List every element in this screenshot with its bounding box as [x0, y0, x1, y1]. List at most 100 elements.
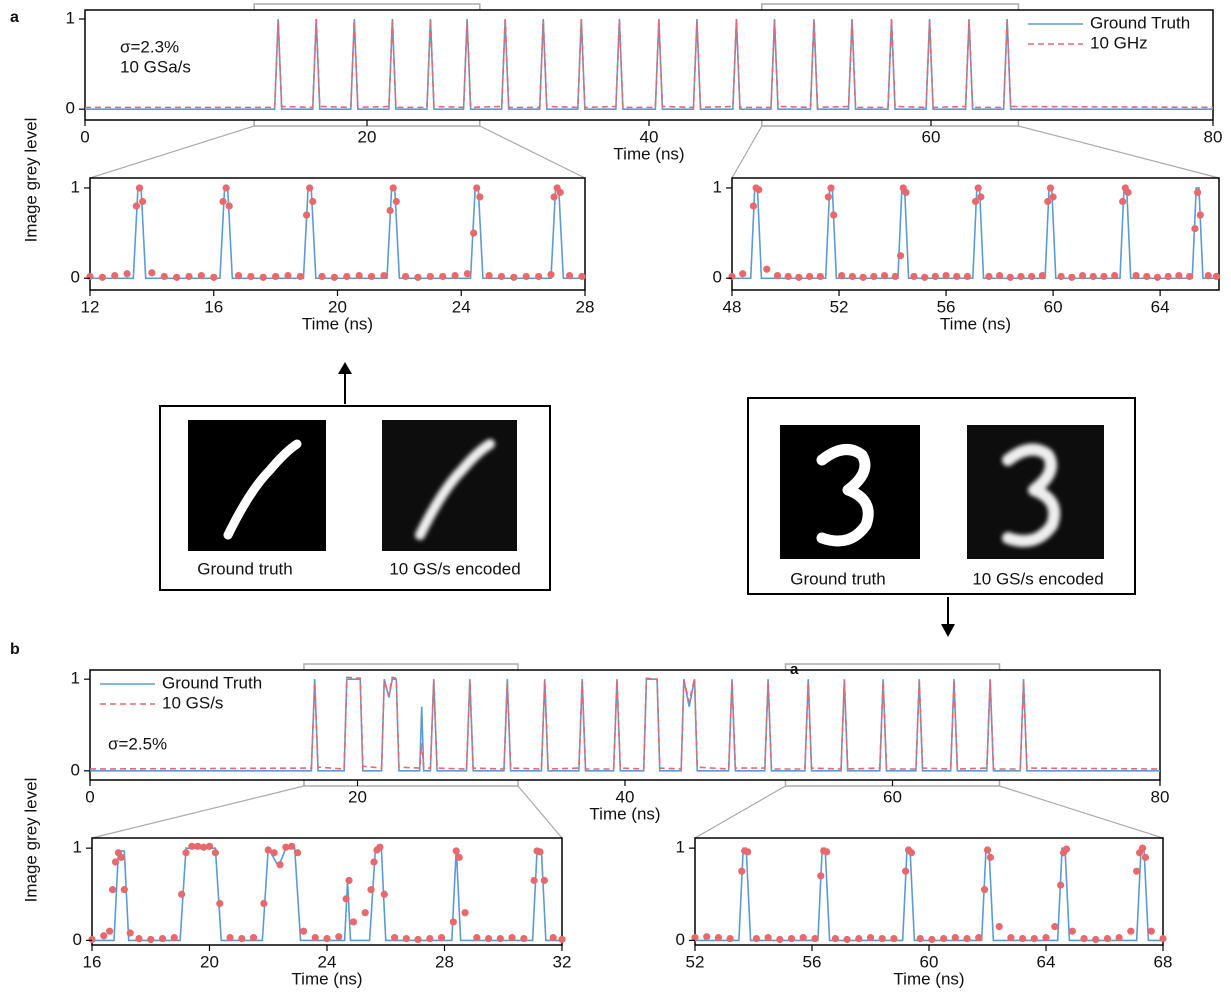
data-point	[88, 936, 95, 943]
x-tick-label: 20	[200, 952, 219, 971]
data-point	[210, 274, 217, 281]
data-point	[823, 848, 830, 855]
data-point	[1111, 272, 1118, 279]
data-point	[844, 936, 851, 943]
data-point	[124, 270, 131, 277]
x-tick-label: 68	[1154, 952, 1173, 971]
data-point	[942, 272, 949, 279]
figure: a b Ground truth 10 GS/s encoded Ground …	[0, 0, 1231, 1006]
x-tick-label: 52	[686, 952, 705, 971]
data-point	[785, 273, 792, 280]
data-point	[284, 272, 291, 279]
data-point	[964, 273, 971, 280]
data-point	[370, 858, 377, 865]
y-axis-label: Image grey level	[21, 118, 40, 243]
data-point	[1017, 273, 1024, 280]
panel-label: a	[10, 9, 19, 26]
data-point	[1007, 274, 1014, 281]
data-point	[738, 868, 745, 875]
caption: Ground truth	[197, 559, 292, 578]
data-point	[368, 273, 375, 280]
data-point	[1175, 272, 1182, 279]
data-point	[356, 272, 363, 279]
data-point	[235, 272, 242, 279]
data-point	[1100, 273, 1107, 280]
data-point	[343, 273, 350, 280]
data-point	[1191, 225, 1198, 232]
legend-label: Ground Truth	[1090, 13, 1190, 32]
plot-area	[695, 838, 1163, 945]
zoom-connector	[1018, 126, 1219, 178]
data-point	[226, 202, 233, 209]
data-point	[111, 272, 118, 279]
x-tick-label: 32	[553, 952, 572, 971]
data-point	[100, 932, 107, 939]
x-axis-label: Time (ns)	[589, 804, 660, 823]
data-point	[975, 184, 982, 191]
data-point	[485, 935, 492, 942]
data-point	[414, 936, 421, 943]
data-point	[977, 193, 984, 200]
data-point	[996, 272, 1003, 279]
data-point	[473, 184, 480, 191]
data-point	[439, 273, 446, 280]
data-point	[855, 935, 862, 942]
data-point	[975, 934, 982, 941]
data-point	[451, 272, 458, 279]
arrow-head	[338, 362, 352, 374]
caption: 10 GS/s encoded	[972, 569, 1103, 588]
data-point	[303, 211, 310, 218]
data-point	[755, 186, 762, 193]
data-point	[260, 274, 267, 281]
data-point	[1057, 881, 1064, 888]
y-tick-label: 0	[73, 930, 82, 949]
data-point	[182, 849, 189, 856]
data-point	[216, 900, 223, 907]
x-tick-label: 20	[348, 787, 367, 806]
x-tick-label: 56	[803, 952, 822, 971]
chart: 02040608001Time (ns)σ=2.5%aGround Truth1…	[71, 661, 1170, 824]
data-point	[541, 877, 548, 884]
data-point	[715, 934, 722, 941]
data-point	[838, 272, 845, 279]
data-point	[1132, 272, 1139, 279]
data-point	[1063, 845, 1070, 852]
data-point	[219, 198, 226, 205]
data-point	[272, 273, 279, 280]
y-tick-label: 0	[71, 760, 80, 779]
zoom-connector	[518, 786, 562, 838]
data-point	[763, 266, 770, 273]
data-point	[464, 270, 471, 277]
x-tick-label: 52	[830, 297, 849, 316]
y-tick-label: 0	[713, 268, 722, 287]
x-tick-label: 16	[204, 297, 223, 316]
data-point	[226, 934, 233, 941]
data-point	[1049, 193, 1056, 200]
data-point	[1019, 935, 1026, 942]
data-point	[557, 189, 564, 196]
data-point	[510, 274, 517, 281]
data-point	[297, 273, 304, 280]
data-point	[136, 184, 143, 191]
data-point	[984, 846, 991, 853]
data-point	[461, 909, 468, 916]
data-point	[750, 202, 757, 209]
data-point	[1197, 211, 1204, 218]
data-point	[806, 273, 813, 280]
x-tick-label: 60	[883, 787, 902, 806]
data-point	[1205, 272, 1212, 279]
x-tick-label: 0	[80, 127, 89, 146]
chart: 525660646801Time (ns)	[676, 838, 1173, 989]
data-point	[342, 895, 349, 902]
data-point	[1148, 928, 1155, 935]
data-point	[981, 886, 988, 893]
chart: 162024283201Time (ns)Image grey level	[21, 778, 571, 989]
y-tick-label: 0	[66, 99, 75, 118]
data-point	[827, 184, 834, 191]
data-point	[825, 193, 832, 200]
data-point	[1124, 189, 1131, 196]
data-point	[367, 886, 374, 893]
data-point	[788, 935, 795, 942]
